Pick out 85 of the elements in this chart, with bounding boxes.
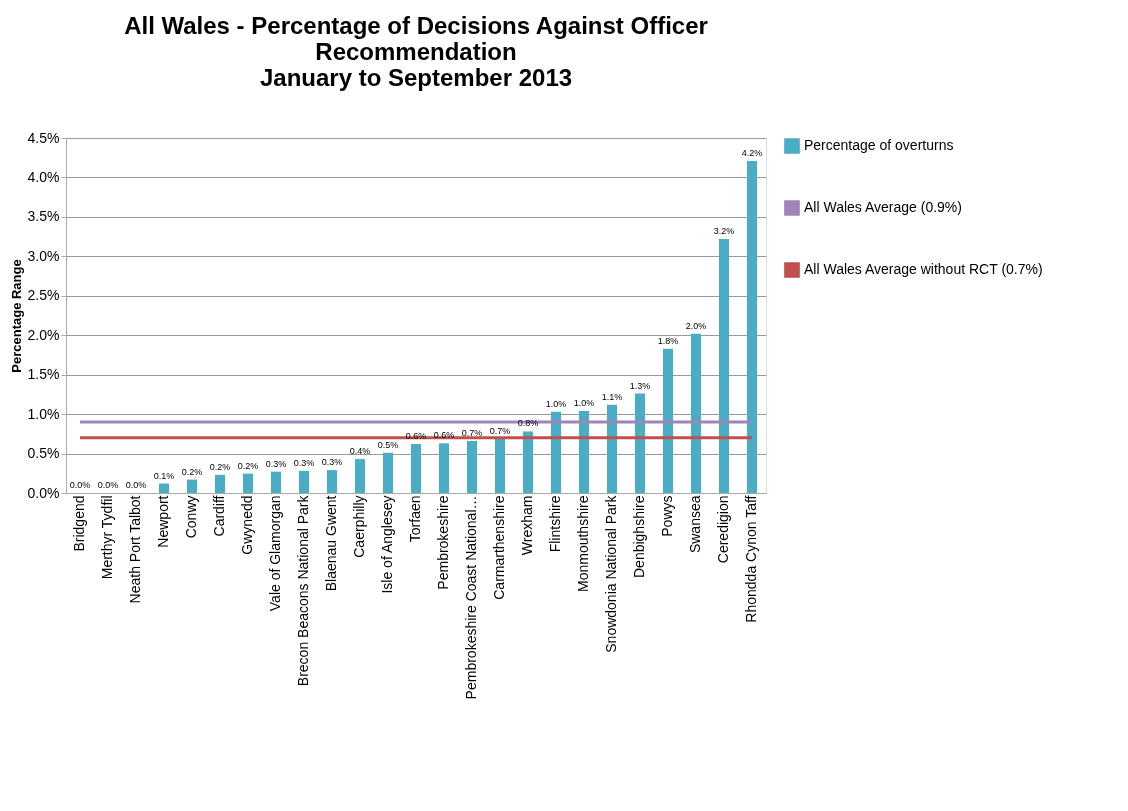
- x-tick-label: Neath Port Talbot: [127, 495, 143, 604]
- data-label: 0.2%: [181, 466, 203, 477]
- x-tick-label: Ceredigion: [715, 495, 731, 564]
- data-label: 1.0%: [545, 398, 567, 409]
- x-tick-label: Pembrokeshire: [435, 495, 451, 590]
- x-tick-label: Vale of Glamorgan: [267, 495, 283, 612]
- x-tick-label: Caerphilly: [351, 495, 367, 558]
- data-label: 0.3%: [321, 457, 343, 468]
- y-tick-label: 4.5%: [27, 129, 60, 146]
- legend-label: Percentage of overturns: [804, 137, 954, 153]
- bar: [634, 393, 646, 493]
- data-label: 1.8%: [657, 335, 679, 346]
- data-label: 0.4%: [349, 446, 371, 457]
- data-label: 4.2%: [741, 147, 763, 158]
- x-tick-label: Isle of Anglesey: [379, 495, 395, 594]
- x-tick-label: Blaenau Gwent: [323, 495, 339, 592]
- bar: [718, 238, 730, 493]
- bar: [214, 474, 226, 493]
- x-tick-label: Conwy: [183, 495, 199, 539]
- x-tick-label: Carmarthenshire: [491, 495, 507, 600]
- data-label: 0.1%: [153, 470, 175, 481]
- bar: [158, 483, 170, 493]
- data-label: 0.2%: [209, 461, 231, 472]
- bar: [298, 470, 310, 493]
- bar: [690, 333, 702, 493]
- y-tick-label: 3.0%: [27, 247, 60, 264]
- data-label: 3.2%: [713, 225, 735, 236]
- x-tick-label: Rhondda Cynon Taff: [743, 495, 759, 623]
- x-tick-label: Pembrokeshire Coast National…: [463, 495, 479, 700]
- legend-label: All Wales Average without RCT (0.7%): [804, 261, 1043, 277]
- data-label: 0.5%: [377, 439, 399, 450]
- data-label: 0.3%: [293, 457, 315, 468]
- y-tick-label: 1.0%: [27, 405, 60, 422]
- data-label: 0.3%: [265, 458, 287, 469]
- data-label: 0.0%: [125, 480, 147, 490]
- bar: [550, 411, 562, 493]
- y-tick-label: 1.5%: [27, 366, 60, 383]
- bar: [746, 160, 758, 493]
- bar: [578, 410, 590, 493]
- x-tick-label: Monmouthshire: [575, 495, 591, 592]
- x-tick-label: Newport: [155, 495, 171, 548]
- y-tick-label: 0.5%: [27, 445, 60, 462]
- data-label: 1.1%: [601, 391, 623, 402]
- y-tick-label: 3.5%: [27, 208, 60, 225]
- bar: [606, 404, 618, 493]
- y-tick-label: 2.0%: [27, 326, 60, 343]
- data-label: 1.3%: [629, 380, 651, 391]
- x-tick-label: Swansea: [687, 495, 703, 554]
- x-tick-label: Brecon Beacons National Park: [295, 494, 311, 687]
- x-tick-label: Gwynedd: [239, 495, 255, 555]
- data-label: 2.0%: [685, 320, 707, 331]
- y-tick-label: 0.0%: [27, 484, 60, 501]
- legend-label: All Wales Average (0.9%): [804, 199, 962, 215]
- bar: [466, 440, 478, 493]
- bar: [522, 431, 534, 493]
- x-tick-label: Snowdonia National Park: [603, 494, 619, 653]
- x-tick-label: Bridgend: [71, 495, 87, 552]
- bar: [494, 438, 506, 493]
- data-label: 0.8%: [517, 418, 539, 429]
- x-tick-label: Torfaen: [407, 495, 423, 543]
- bar: [410, 444, 422, 493]
- y-axis-title: Percentage Range: [8, 259, 24, 373]
- x-tick-label: Flintshire: [547, 495, 563, 553]
- bar: [662, 348, 674, 493]
- x-tick-label: Merthyr Tydfil: [99, 495, 115, 580]
- data-label: 0.7%: [489, 425, 511, 436]
- bar: [326, 470, 338, 493]
- bar: [242, 473, 254, 493]
- x-tick-label: Denbighshire: [631, 495, 647, 578]
- bar: [354, 459, 366, 493]
- data-label: 0.0%: [69, 480, 91, 490]
- data-label: 1.0%: [573, 397, 595, 408]
- x-tick-label: Powys: [659, 495, 675, 537]
- data-label: 0.0%: [97, 480, 119, 490]
- bar: [438, 443, 450, 493]
- bar: [382, 452, 394, 493]
- y-tick-label: 4.0%: [27, 168, 60, 185]
- bar: [270, 471, 282, 493]
- x-tick-label: Wrexham: [519, 495, 535, 556]
- bar: [186, 479, 198, 493]
- y-tick-label: 2.5%: [27, 287, 60, 304]
- x-tick-label: Cardiff: [211, 495, 227, 537]
- data-label: 0.2%: [237, 460, 259, 471]
- data-label: 0.7%: [461, 427, 483, 438]
- chart-title: All Wales - Percentage of Decisions Against Officer Recommendation January to September 2013: [124, 12, 708, 91]
